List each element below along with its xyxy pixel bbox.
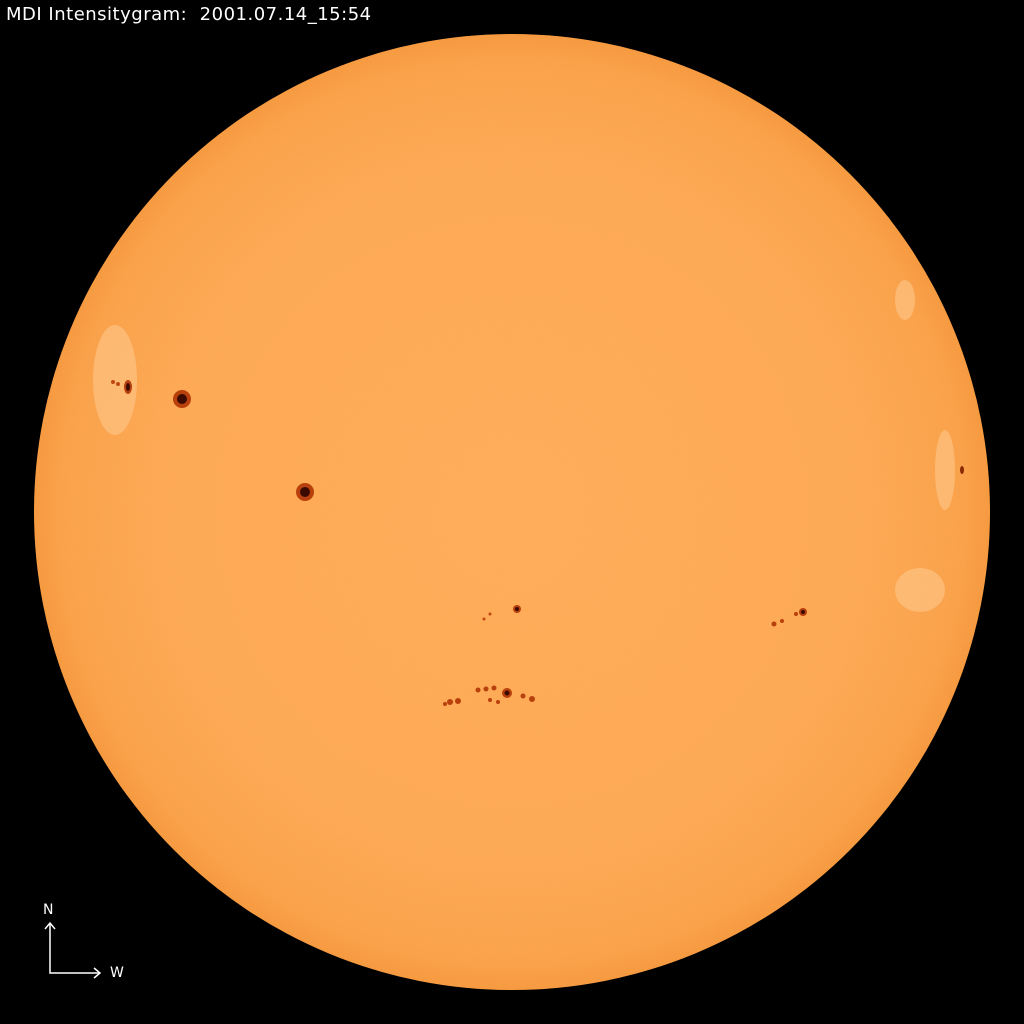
north-label: N [43,902,53,918]
granulation-texture [34,34,990,990]
sunspot [296,483,314,501]
compass [44,921,102,979]
sunspots [111,380,964,706]
north-arrow-icon [44,921,56,930]
compass-axes [49,923,100,974]
west-arrow-icon [93,967,102,979]
image-title: MDI Intensitygram: 2001.07.14_15:54 [6,4,372,25]
sunspot-group [771,608,807,627]
sunspot-group [443,685,535,706]
sunspot [513,605,521,613]
faculae [93,280,955,612]
sunspot [173,390,191,408]
sunspot [124,380,132,394]
west-label: W [110,965,124,981]
sunspot [482,612,492,621]
sunspot [960,466,964,474]
sunspot [111,380,120,386]
